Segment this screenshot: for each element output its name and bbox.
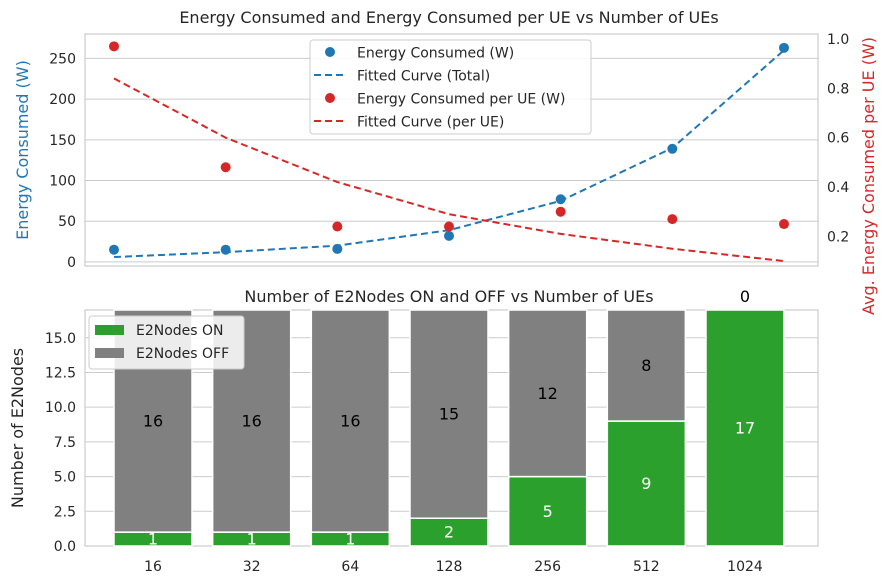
label-e2nodes-off: 16 [340, 412, 360, 431]
e2nodes-chart-title: Number of E2Nodes ON and OFF vs Number o… [244, 287, 653, 306]
bar-e2nodes-off [409, 309, 489, 519]
legend-label-energy-consumed: Energy Consumed (W) [357, 46, 514, 62]
legend-label-energy-per-ue: Energy Consumed per UE (W) [357, 92, 565, 108]
e2nodes-y-tick-label: 15.0 [45, 331, 76, 347]
legend-marker-e2nodes-off [95, 348, 124, 358]
legend-marker-energy-per-ue [325, 93, 335, 103]
e2nodes-y-tick-label: 2.5 [54, 504, 76, 520]
energy-left-tick-label: 50 [58, 214, 76, 230]
e2nodes-y-tick-label: 5.0 [54, 470, 76, 486]
label-e2nodes-on: 1 [148, 530, 158, 549]
energy-chart: 0 50 100 150 200 250 0.2 0.4 0.6 0.8 1.0 Energy C… [13, 8, 878, 315]
x-tick-label: 64 [341, 559, 359, 575]
energy-left-tick-label: 250 [49, 51, 76, 67]
point-energy-consumed-per-ue-w [667, 214, 678, 225]
legend-label-fitted-per-ue: Fitted Curve (per UE) [357, 115, 504, 131]
x-tick-label: 128 [436, 559, 463, 575]
x-tick-label: 16 [144, 559, 162, 575]
point-energy-consumed-per-ue-w [444, 221, 454, 232]
label-e2nodes-on: 17 [735, 419, 755, 438]
point-energy-consumed-w [779, 42, 789, 53]
x-tick-label: 1024 [727, 559, 763, 575]
bar-e2nodes-off [507, 309, 588, 478]
label-e2nodes-on: 2 [444, 523, 454, 542]
e2nodes-y-tick-label: 0.0 [54, 539, 76, 555]
point-energy-consumed-w [109, 244, 119, 255]
legend-marker-energy-consumed [325, 47, 335, 57]
label-e2nodes-on: 5 [543, 502, 553, 521]
point-energy-consumed-per-ue-w [332, 221, 343, 232]
energy-right-tick-label: 0.2 [827, 229, 849, 245]
energy-right-tick-label: 0.6 [827, 131, 849, 147]
energy-left-tick-label: 0 [67, 255, 76, 271]
e2nodes-legend-box [88, 315, 245, 370]
label-e2nodes-on: 1 [345, 530, 355, 549]
label-e2nodes-off: 12 [537, 384, 557, 403]
energy-left-tick-label: 200 [49, 92, 76, 108]
e2nodes-y-tick-label: 7.5 [54, 435, 76, 451]
energy-left-axis-label: Energy Consumed (W) [13, 60, 32, 240]
label-e2nodes-off: 8 [641, 356, 651, 375]
legend-marker-e2nodes-on [95, 325, 124, 335]
legend-label-e2nodes-off: E2Nodes OFF [136, 346, 229, 362]
energy-chart-title: Energy Consumed and Energy Consumed per … [179, 8, 718, 27]
legend-label-e2nodes-on: E2Nodes ON [136, 323, 224, 339]
label-e2nodes-off: 15 [439, 405, 459, 424]
energy-right-tick-label: 0.8 [827, 81, 849, 97]
energy-right-axis-label: Avg. Energy Consumed per UE (W) [859, 37, 878, 315]
x-tick-label: 32 [243, 559, 261, 575]
bar-e2nodes-on [409, 517, 489, 547]
label-e2nodes-off: 16 [143, 412, 163, 431]
x-tick-label: 256 [534, 559, 561, 575]
point-energy-consumed-w [332, 243, 343, 254]
point-energy-consumed-per-ue-w [109, 41, 119, 52]
energy-left-tick-label: 100 [49, 174, 76, 190]
label-e2nodes-on: 1 [247, 530, 257, 549]
energy-right-tick-label: 1.0 [827, 32, 849, 48]
e2nodes-legend: E2Nodes ON E2Nodes OFF [88, 315, 245, 370]
e2nodes-y-tick-label: 12.5 [45, 365, 76, 381]
point-energy-consumed-per-ue-w [779, 219, 789, 230]
bar-e2nodes-on [606, 420, 687, 547]
energy-legend: Energy Consumed (W) Fitted Curve (Total)… [309, 39, 592, 135]
e2nodes-chart: 0.02.55.07.510.012.515.0 16 32 64 128 256 512… [8, 287, 819, 575]
point-energy-consumed-w [220, 244, 231, 255]
energy-legend-box [309, 39, 592, 135]
line-fitted-curve-per-ue [113, 77, 785, 263]
point-energy-consumed-w [667, 143, 678, 154]
energy-right-tick-label: 0.4 [827, 180, 849, 196]
label-e2nodes-on: 9 [641, 474, 651, 493]
legend-label-fitted-total: Fitted Curve (Total) [357, 69, 490, 85]
point-energy-consumed-w [555, 194, 566, 205]
bar-e2nodes-on [705, 309, 785, 547]
e2nodes-y-axis-label: Number of E2Nodes [8, 348, 27, 508]
energy-left-tick-label: 150 [49, 133, 76, 149]
bar-e2nodes-on [507, 475, 588, 547]
point-energy-consumed-per-ue-w [555, 206, 566, 217]
point-energy-consumed-w [444, 230, 454, 241]
point-energy-consumed-per-ue-w [220, 162, 231, 173]
x-tick-label: 512 [633, 559, 660, 575]
label-e2nodes-off: 0 [740, 287, 750, 306]
bar-e2nodes-off [310, 309, 391, 533]
bar-e2nodes-off [606, 309, 687, 422]
e2nodes-y-tick-label: 10.0 [45, 400, 76, 416]
label-e2nodes-off: 16 [241, 412, 261, 431]
